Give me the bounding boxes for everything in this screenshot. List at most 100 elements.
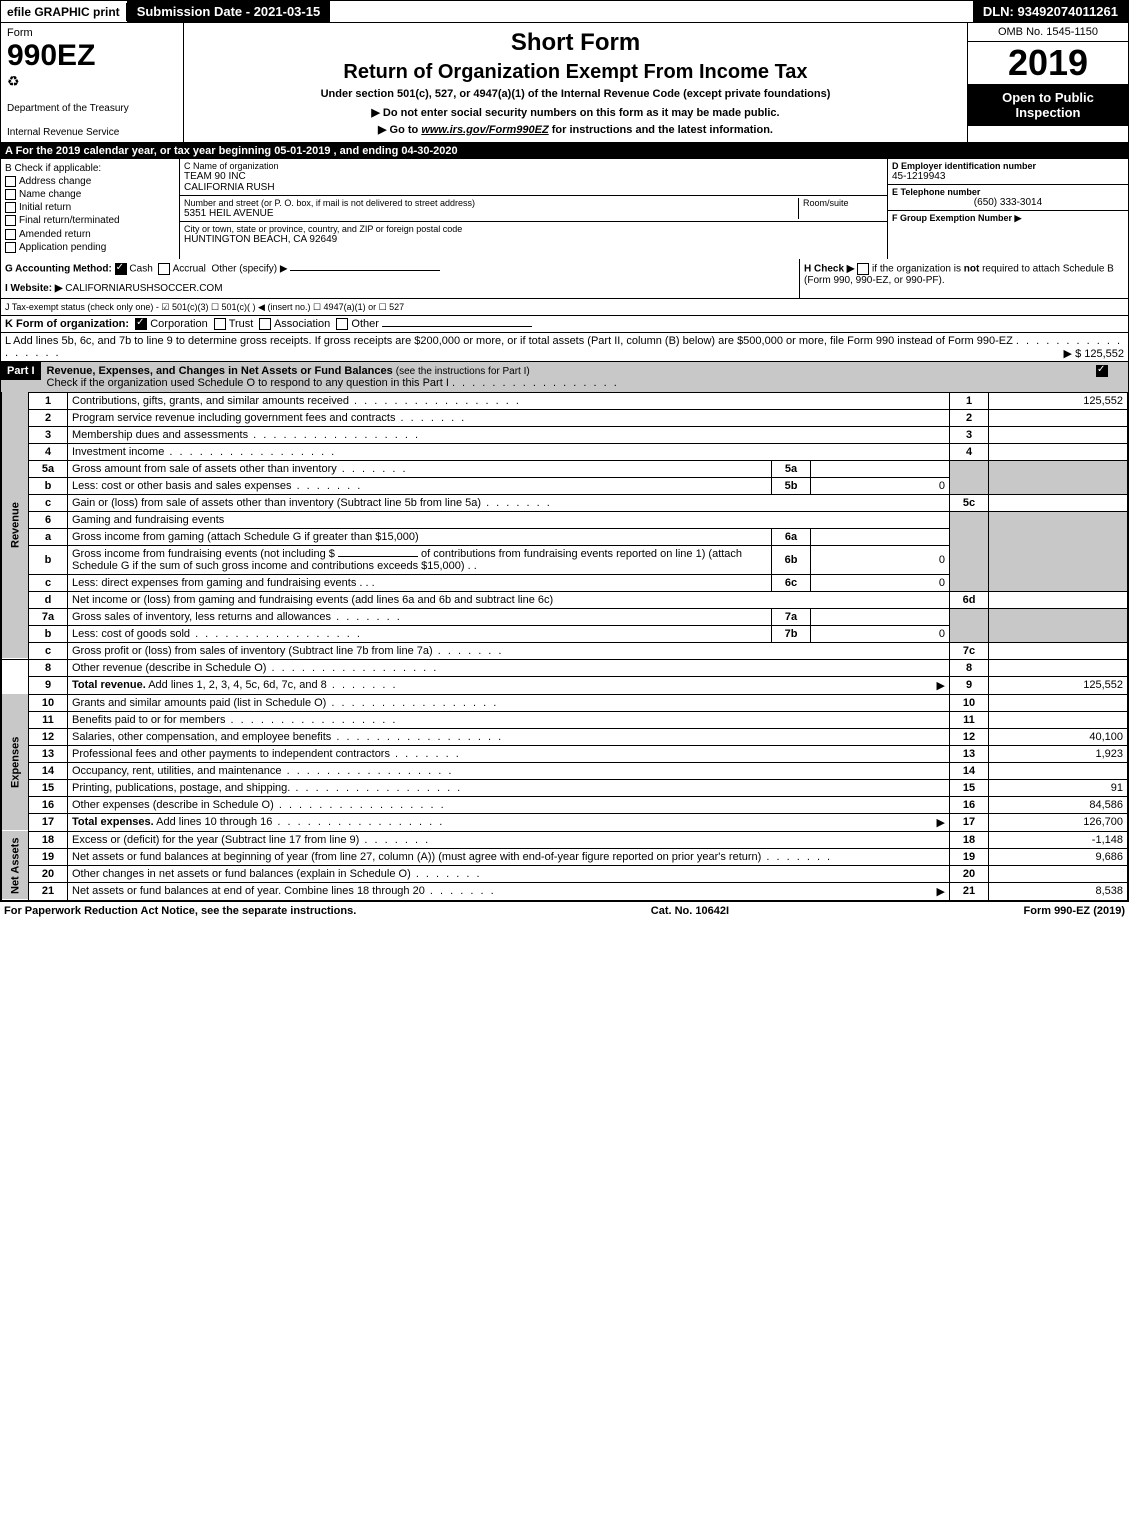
line-20-desc: Other changes in net assets or fund bala…	[68, 865, 950, 882]
part-1-check-line: Check if the organization used Schedule …	[47, 377, 449, 389]
form-label: Form	[7, 27, 177, 39]
g-label: G Accounting Method:	[5, 263, 112, 274]
efile-label[interactable]: efile GRAPHIC print	[1, 3, 127, 21]
line-14-amount	[989, 762, 1128, 779]
cash-checkbox[interactable]	[115, 263, 127, 275]
name-change-check[interactable]: Name change	[5, 189, 175, 200]
line-6c-desc: Less: direct expenses from gaming and fu…	[68, 574, 772, 591]
go-to-suffix: for instructions and the latest informat…	[549, 124, 773, 136]
form-version: Form 990-EZ (2019)	[1024, 905, 1126, 917]
j-tax-exempt-line: J Tax-exempt status (check only one) - ☑…	[1, 299, 1128, 316]
line-6b-subval: 0	[811, 545, 950, 574]
other-input-line[interactable]	[290, 270, 440, 271]
checkbox-icon	[5, 202, 16, 213]
accounting-method-section: G Accounting Method: Cash Accrual Other …	[1, 259, 799, 298]
form-container: efile GRAPHIC print Submission Date - 20…	[0, 0, 1129, 902]
line-11-amount	[989, 711, 1128, 728]
group-exemption-row: F Group Exemption Number ▶	[888, 211, 1128, 226]
line-7a-subval	[811, 608, 950, 625]
line-3-desc: Membership dues and assessments	[68, 426, 950, 443]
line-12-amount: 40,100	[989, 728, 1128, 745]
accrual-label: Accrual	[173, 263, 206, 274]
association-label: Association	[274, 318, 330, 330]
address-change-check[interactable]: Address change	[5, 176, 175, 187]
amended-return-check[interactable]: Amended return	[5, 229, 175, 240]
header-left: Form 990EZ ♻ Department of the Treasury …	[1, 23, 184, 142]
line-14-desc: Occupancy, rent, utilities, and maintena…	[68, 762, 950, 779]
line-5b-desc: Less: cost or other basis and sales expe…	[68, 477, 772, 494]
association-checkbox[interactable]	[259, 318, 271, 330]
dots	[452, 377, 619, 389]
h-not: not	[964, 263, 980, 274]
street-value: 5351 HEIL AVENUE	[184, 208, 798, 219]
k-form-org-line: K Form of organization: Corporation Trus…	[1, 316, 1128, 333]
accrual-checkbox[interactable]	[158, 263, 170, 275]
ein-row: D Employer identification number 45-1219…	[888, 159, 1128, 185]
org-info-box: B Check if applicable: Address change Na…	[1, 159, 1128, 259]
group-label: F Group Exemption Number ▶	[892, 213, 1124, 224]
top-bar: efile GRAPHIC print Submission Date - 20…	[1, 1, 1128, 23]
checkbox-icon	[5, 189, 16, 200]
line-17-amount: 126,700	[989, 813, 1128, 831]
ein-value: 45-1219943	[892, 171, 1124, 182]
box-d-identifiers: D Employer identification number 45-1219…	[887, 159, 1128, 259]
line-6d-desc: Net income or (loss) from gaming and fun…	[68, 591, 950, 608]
org-name-label: C Name of organization	[184, 161, 883, 171]
omb-number: OMB No. 1545-1150	[968, 23, 1128, 42]
line-6c-subval: 0	[811, 574, 950, 591]
street-row: Number and street (or P. O. box, if mail…	[180, 196, 887, 222]
cat-number: Cat. No. 10642I	[651, 905, 729, 917]
line-1-desc: Contributions, gifts, grants, and simila…	[68, 392, 950, 409]
h-schedule-b-section: H Check ▶ if the organization is not req…	[799, 259, 1128, 298]
other-org-checkbox[interactable]	[336, 318, 348, 330]
line-21-desc: Net assets or fund balances at end of ye…	[68, 882, 950, 900]
h-label: H Check ▶	[804, 263, 854, 274]
line-6a-desc: Gross income from gaming (attach Schedul…	[68, 528, 772, 545]
final-return-check[interactable]: Final return/terminated	[5, 215, 175, 226]
phone-label: E Telephone number	[892, 187, 1124, 197]
section-a-tax-year: A For the 2019 calendar year, or tax yea…	[1, 143, 1128, 159]
line-10-desc: Grants and similar amounts paid (list in…	[68, 694, 950, 711]
part-1-header-row: Part I Revenue, Expenses, and Changes in…	[1, 362, 1128, 392]
checkbox-icon	[5, 229, 16, 240]
paperwork-notice: For Paperwork Reduction Act Notice, see …	[4, 905, 356, 917]
revenue-table: Revenue 1 Contributions, gifts, grants, …	[1, 392, 1128, 901]
corporation-label: Corporation	[150, 318, 207, 330]
phone-value: (650) 333-3014	[892, 197, 1124, 208]
schedule-o-checkbox[interactable]	[1096, 365, 1108, 377]
line-18-amount: -1,148	[989, 831, 1128, 848]
do-not-enter-text: ▶ Do not enter social security numbers o…	[190, 106, 961, 119]
other-org-label: Other	[351, 318, 379, 330]
city-label: City or town, state or province, country…	[184, 224, 883, 234]
corporation-checkbox[interactable]	[135, 318, 147, 330]
checkbox-icon	[5, 215, 16, 226]
line-9-amount: 125,552	[989, 676, 1128, 694]
application-pending-check[interactable]: Application pending	[5, 242, 175, 253]
org-name-1: TEAM 90 INC	[184, 171, 883, 182]
line-19-amount: 9,686	[989, 848, 1128, 865]
l-text: L Add lines 5b, 6c, and 7b to line 9 to …	[5, 335, 1013, 347]
line-7b-desc: Less: cost of goods sold	[68, 625, 772, 642]
l-gross-receipts-line: L Add lines 5b, 6c, and 7b to line 9 to …	[1, 333, 1128, 362]
trust-checkbox[interactable]	[214, 318, 226, 330]
short-form-title: Short Form	[190, 29, 961, 57]
h-checkbox[interactable]	[857, 263, 869, 275]
line-8-desc: Other revenue (describe in Schedule O)	[68, 659, 950, 676]
website-link[interactable]: CALIFORNIARUSHSOCCER.COM	[65, 283, 222, 294]
other-org-input[interactable]	[382, 326, 532, 327]
line-16-amount: 84,586	[989, 796, 1128, 813]
go-to-prefix: ▶ Go to	[378, 124, 421, 136]
initial-return-check[interactable]: Initial return	[5, 202, 175, 213]
line-4-desc: Investment income	[68, 443, 950, 460]
checkbox-icon	[5, 242, 16, 253]
line-16-desc: Other expenses (describe in Schedule O)	[68, 796, 950, 813]
line-3-amount	[989, 426, 1128, 443]
header-center: Short Form Return of Organization Exempt…	[184, 23, 967, 142]
go-to-text: ▶ Go to www.irs.gov/Form990EZ for instru…	[190, 123, 961, 136]
line-6d-amount	[989, 591, 1128, 608]
submission-date: Submission Date - 2021-03-15	[127, 1, 331, 22]
tax-year: 2019	[968, 42, 1128, 84]
line-6b-input[interactable]	[338, 556, 418, 557]
go-to-link[interactable]: www.irs.gov/Form990EZ	[421, 124, 548, 136]
open-public-label: Open to Public Inspection	[968, 84, 1128, 126]
